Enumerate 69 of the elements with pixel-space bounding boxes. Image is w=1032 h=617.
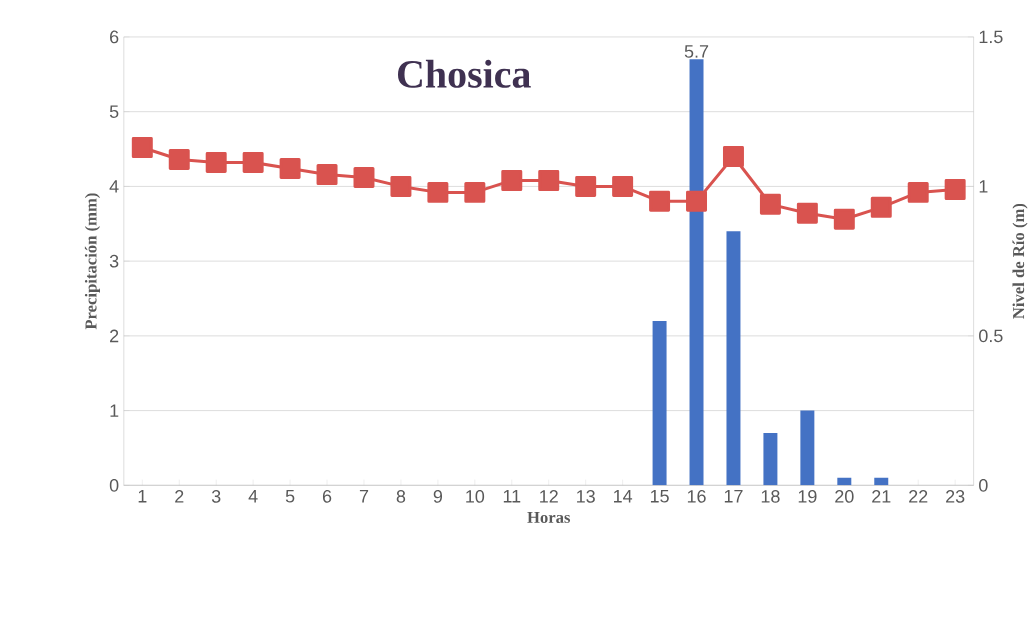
point [759, 193, 781, 215]
y-axis-title: Precipitación (mm) [84, 193, 100, 330]
y-tick-label: 3 [109, 254, 119, 268]
point [649, 190, 671, 212]
point [944, 178, 966, 200]
y-tick-label: 6 [110, 30, 119, 44]
bar [763, 432, 778, 486]
point [131, 137, 153, 158]
x-tick-label: 6 [322, 489, 332, 503]
x-tick-label: 23 [946, 489, 965, 503]
x-tick-label: 17 [724, 489, 743, 503]
point [870, 196, 892, 218]
point [279, 157, 301, 179]
y2-tick-label: 0.5 [979, 329, 1003, 343]
y-tick-label: 4 [109, 180, 119, 193]
x-tick-label: 14 [614, 489, 633, 503]
point [501, 169, 523, 191]
chart-title: Chosica [398, 59, 531, 88]
y-tick-label: 2 [110, 329, 119, 343]
x-tick-label: 22 [909, 489, 928, 503]
y2-tick-label: 1 [979, 180, 988, 193]
y-tick-label: 0 [109, 478, 119, 492]
x-tick-label: 13 [577, 489, 595, 503]
x-tick-label: 12 [540, 489, 558, 503]
bar [800, 410, 815, 486]
x-tick-label: 3 [211, 489, 221, 503]
point [242, 151, 264, 173]
x-tick-label: 7 [359, 489, 369, 503]
bar [726, 231, 741, 486]
point [390, 175, 412, 197]
y-tick-label: 5 [109, 105, 119, 118]
x-tick-label: 21 [872, 489, 891, 503]
bar [652, 320, 667, 486]
bar [837, 477, 852, 486]
bar [874, 477, 889, 486]
point [205, 151, 227, 173]
x-tick-label: 10 [466, 489, 485, 503]
point [796, 202, 818, 224]
point [427, 181, 449, 203]
x-tick-label: 11 [503, 489, 521, 503]
point [833, 208, 855, 230]
point [464, 181, 486, 203]
point [686, 190, 708, 212]
x-tick-label: 4 [248, 489, 258, 503]
data-label: 5.7 [684, 45, 709, 58]
point [612, 175, 634, 197]
x-axis-title: Horas [527, 511, 571, 523]
x-tick-label: 9 [433, 489, 443, 503]
point [575, 175, 597, 197]
y-tick-label: 1 [110, 404, 119, 417]
point [168, 148, 190, 170]
x-tick-label: 15 [650, 489, 669, 503]
y2-axis-title: Nivel de Río (m) [1012, 203, 1028, 319]
bar [689, 59, 704, 486]
x-tick-label: 5 [285, 489, 295, 503]
x-tick-label: 2 [175, 489, 184, 503]
y2-tick-label: 0 [979, 478, 988, 492]
x-tick-label: 16 [687, 489, 706, 503]
x-tick-label: 1 [138, 489, 147, 503]
point [907, 181, 929, 203]
point [538, 169, 560, 191]
x-tick-label: 18 [761, 489, 780, 503]
x-tick-label: 20 [835, 489, 854, 503]
x-tick-label: 19 [798, 489, 817, 503]
point [722, 145, 744, 167]
point [353, 166, 375, 188]
y2-tick-label: 1.5 [979, 30, 1003, 44]
x-tick-label: 8 [396, 489, 406, 503]
point [316, 163, 338, 185]
